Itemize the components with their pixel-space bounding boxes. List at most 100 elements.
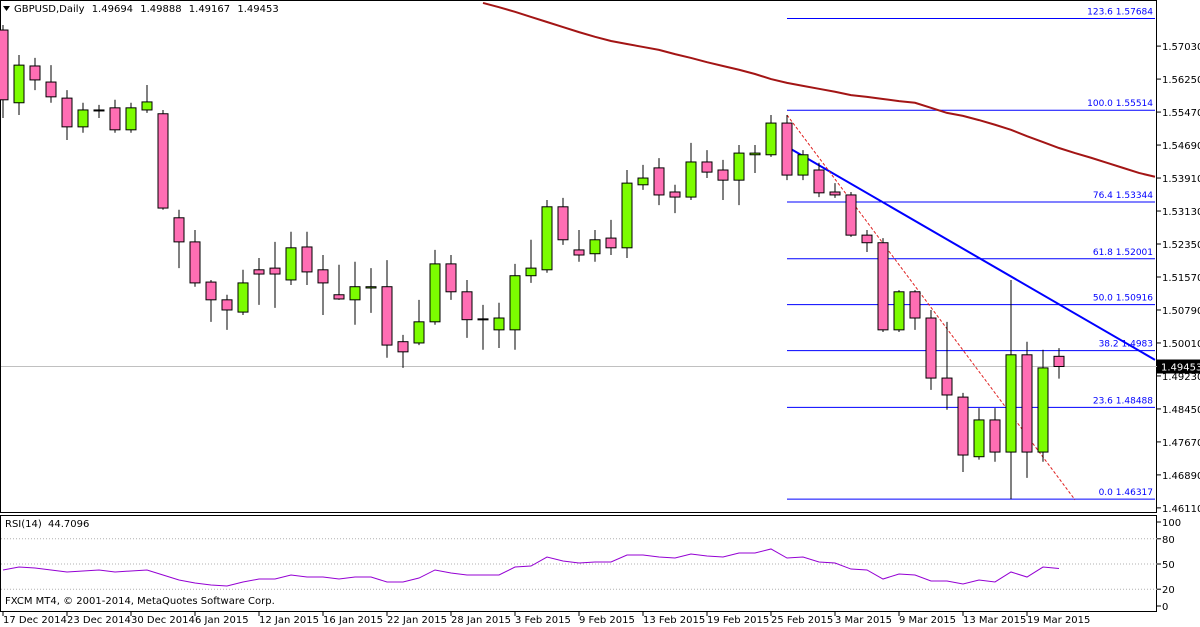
candle-body [845,194,857,236]
header-high: 1.49888 [140,4,181,15]
fib-price-label: 1.53344 [1116,191,1153,201]
candle-body [333,294,345,300]
candle-body [685,161,697,198]
y-tick-label: 1.52350 [1162,240,1200,251]
candle-body [381,286,393,346]
price-box [1157,359,1200,374]
fib-price-label: 1.50916 [1116,294,1153,304]
candle-body [93,109,105,112]
rsi-current: 44.7096 [48,519,89,530]
candle-body [829,191,841,196]
rsi-tick-label: 0 [1162,602,1168,613]
x-tick-label: 28 Jan 2015 [451,615,511,626]
x-tick-label: 6 Jan 2015 [195,615,249,626]
x-tick-label: 19 Feb 2015 [707,615,769,626]
y-tick-label: 1.50010 [1162,339,1200,350]
candle-body [925,317,937,379]
x-tick-label: 17 Dec 2014 [3,615,67,626]
footer: FXCM MT4, © 2001-2014, MetaQuotes Softwa… [5,596,275,607]
fib-label: 100.0 1.55514 [1087,99,1153,109]
candle-body [637,177,649,186]
candle-body [445,263,457,293]
candle-body [861,234,873,244]
candle-body [541,206,553,271]
candle-body [253,269,265,275]
y-tick-label: 1.46110 [1162,504,1200,515]
header-close: 1.49453 [237,4,278,15]
rsi-tick-label: 100 [1162,518,1181,529]
candle-body [413,321,425,344]
candle-body [125,107,137,131]
candle-body [909,291,921,319]
y-tick-label: 1.51570 [1162,273,1200,284]
candle-body [589,239,601,255]
candle-body [1053,355,1065,368]
y-tick-label: 1.46890 [1162,471,1200,482]
candle-body [285,247,297,281]
rsi-tick-label: 50 [1162,560,1175,571]
moving-average [482,1,1156,178]
x-tick-label: 23 Dec 2014 [67,615,131,626]
y-tick-label: 1.47670 [1162,438,1200,449]
candle-body [13,64,25,104]
candle-body [989,419,1001,453]
candle-body [365,286,377,289]
x-tick-label: 3 Feb 2015 [515,615,571,626]
candle-body [237,282,249,313]
price-box-label: 1.49453 [1161,363,1200,374]
candle-body [221,299,233,311]
rsi-tick-label: 80 [1162,535,1175,546]
x-tick-label: 16 Jan 2015 [323,615,383,626]
y-tick-label: 1.57030 [1162,42,1200,53]
fib-level-label: 0.0 [1099,488,1114,498]
chart-header: GBPUSD,Daily 1.49694 1.49888 1.49167 1.4… [14,4,279,15]
candle-body [269,267,281,275]
candle-body [621,182,633,249]
x-tick-label: 30 Dec 2014 [131,615,195,626]
candle-body [45,81,57,98]
fib-level-label: 123.6 [1087,7,1113,17]
candle-body [189,241,201,284]
candle-body [749,152,761,156]
candle-body [477,318,489,321]
candle-body [1005,354,1017,453]
candle-body [957,396,969,456]
candle-body [397,341,409,353]
fib-label: 76.4 1.53344 [1093,191,1153,201]
y-tick-label: 1.48450 [1162,405,1200,416]
fib-label: 50.0 1.50916 [1093,294,1153,304]
x-tick-label: 13 Feb 2015 [643,615,705,626]
fib-level-label: 100.0 [1087,99,1113,109]
fib-price-label: 1.57684 [1116,7,1153,17]
candle-body [701,161,713,173]
candle-body [301,246,313,273]
y-tick-label: 1.53910 [1162,174,1200,185]
candle-body [77,109,89,128]
rsi-tick-label: 20 [1162,585,1175,596]
candle-body [61,97,73,128]
fib-price-label: 1.55514 [1116,99,1153,109]
fib-price-label: 1.48488 [1116,396,1153,406]
candle-body [317,269,329,284]
candle-body [349,286,361,301]
fib-label: 61.8 1.52001 [1093,248,1153,258]
candle-body [941,377,953,396]
y-tick-label: 1.55470 [1162,108,1200,119]
y-tick-label: 1.50790 [1162,306,1200,317]
x-tick-label: 12 Jan 2015 [259,615,319,626]
x-tick-label: 3 Mar 2015 [835,615,892,626]
header-open: 1.49694 [92,4,133,15]
candle-body [173,217,185,243]
y-tick-label: 1.54690 [1162,141,1200,152]
x-tick-label: 13 Mar 2015 [963,615,1026,626]
candle-body [29,65,41,81]
candle-body [797,154,809,176]
fib-level-label: 38.2 [1099,340,1119,350]
fib-price-label: 1.52001 [1116,248,1153,258]
candle-body [573,249,585,256]
candle-body [653,167,665,196]
fib-label: 123.6 1.57684 [1087,7,1153,17]
x-tick-label: 9 Feb 2015 [579,615,635,626]
